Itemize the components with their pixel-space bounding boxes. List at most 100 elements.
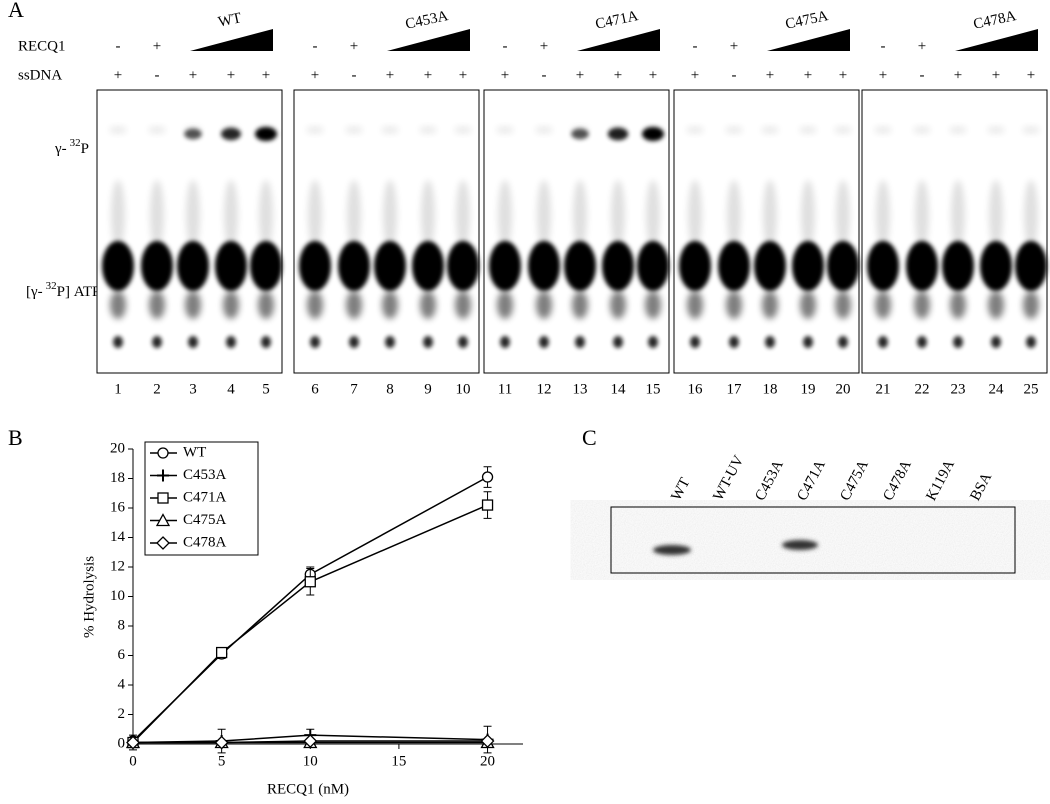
atp-band — [792, 241, 824, 291]
trail — [421, 180, 435, 250]
ssdna-sign: + — [804, 67, 812, 83]
lane-number: 1 — [114, 381, 122, 397]
x-tick-label: 5 — [218, 753, 226, 769]
bottom-spot — [991, 336, 1001, 348]
bottom-spot — [838, 336, 848, 348]
atp-tail — [420, 291, 436, 319]
bottom-spot — [878, 336, 888, 348]
atp-tail — [800, 291, 816, 319]
smear — [761, 126, 779, 134]
lane-number: 18 — [763, 381, 778, 397]
y-tick-label: 14 — [110, 529, 126, 545]
ramp — [767, 29, 850, 51]
x-tick-label: 15 — [391, 753, 406, 769]
trail — [186, 180, 200, 250]
atp-band — [338, 241, 370, 291]
recq1-sign: + — [350, 38, 358, 54]
atp-tail — [762, 291, 778, 319]
smear — [109, 126, 127, 134]
atp-tail — [382, 291, 398, 319]
ssdna-sign: - — [732, 67, 737, 83]
marker — [480, 734, 495, 748]
product-band — [255, 127, 277, 141]
x-tick-label: 0 — [129, 753, 137, 769]
y-tick-label: 18 — [110, 470, 125, 486]
band-label: γ- 32P — [54, 137, 89, 158]
lane-number: 13 — [573, 381, 588, 397]
marker — [155, 513, 171, 527]
y-tick-label: 4 — [118, 676, 126, 692]
lane-number: 16 — [688, 381, 704, 397]
smear — [874, 126, 892, 134]
y-tick-label: 0 — [118, 735, 126, 751]
lane-number: 12 — [537, 381, 552, 397]
trail — [989, 180, 1003, 250]
atp-tail — [1023, 291, 1039, 319]
trail — [347, 180, 361, 250]
ssdna-sign: + — [262, 67, 270, 83]
y-tick-label: 10 — [110, 588, 125, 604]
bottom-spot — [803, 336, 813, 348]
marker — [481, 471, 494, 483]
bottom-spot — [188, 336, 198, 348]
lane-number: 23 — [951, 381, 966, 397]
atp-tail — [572, 291, 588, 319]
atp-tail — [258, 291, 274, 319]
atp-band — [447, 241, 479, 291]
lane-label: BSA — [967, 470, 995, 503]
marker — [156, 536, 170, 550]
bottom-spot — [113, 336, 123, 348]
ssdna-sign: + — [839, 67, 847, 83]
legend-label: C475A — [183, 512, 227, 528]
trail — [801, 180, 815, 250]
lane-label: WT-UV — [710, 453, 747, 504]
ssdna-sign: + — [386, 67, 394, 83]
ssdna-sign: + — [424, 67, 432, 83]
atp-tail — [835, 291, 851, 319]
smear — [987, 126, 1005, 134]
smear — [381, 126, 399, 134]
product-band — [607, 127, 629, 141]
trail — [763, 180, 777, 250]
lane-number: 24 — [989, 381, 1005, 397]
trail — [573, 180, 587, 250]
lane-number: 21 — [876, 381, 891, 397]
trail — [259, 180, 273, 250]
ssdna-sign: + — [576, 67, 584, 83]
ssdna-sign: + — [691, 67, 699, 83]
bottom-spot — [613, 336, 623, 348]
marker — [126, 735, 140, 750]
bottom-spot — [349, 336, 359, 348]
recq1-sign: + — [730, 38, 738, 54]
lane-number: 15 — [646, 381, 661, 397]
atp-band — [141, 241, 173, 291]
legend-label: C453A — [183, 467, 227, 483]
trail — [727, 180, 741, 250]
marker — [215, 646, 228, 659]
lane-number: 14 — [611, 381, 627, 397]
y-tick-label: 20 — [110, 440, 125, 456]
recq1-sign: - — [313, 38, 318, 54]
atp-tail — [110, 291, 126, 319]
smear — [913, 126, 931, 134]
atp-band — [637, 241, 669, 291]
smear — [148, 126, 166, 134]
product-band — [642, 127, 664, 141]
atp-tail — [223, 291, 239, 319]
smear — [686, 126, 704, 134]
lane-number: 9 — [424, 381, 432, 397]
recq1-sign: + — [540, 38, 548, 54]
atp-band — [412, 241, 444, 291]
lane-number: 2 — [153, 381, 161, 397]
atp-band — [528, 241, 560, 291]
ssdna-sign: - — [155, 67, 160, 83]
recq1-sign: - — [881, 38, 886, 54]
series-line — [132, 504, 488, 744]
atp-band — [718, 241, 750, 291]
lane-number: 6 — [311, 381, 319, 397]
atp-tail — [536, 291, 552, 319]
bottom-spot — [917, 336, 927, 348]
ssdna-sign: - — [920, 67, 925, 83]
recq1-sign: + — [918, 38, 926, 54]
